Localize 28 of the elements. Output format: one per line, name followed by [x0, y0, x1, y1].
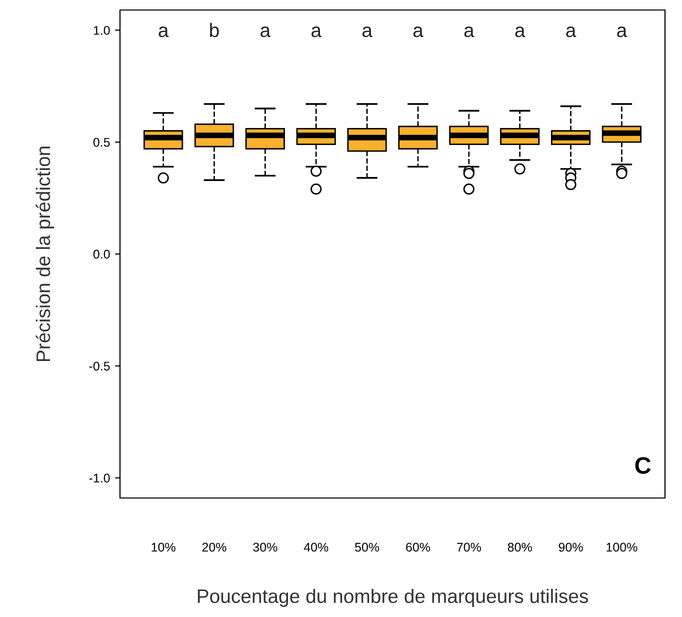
annotation: a — [515, 26, 526, 38]
y-tick-label: -0.5 — [89, 362, 110, 371]
annotation: a — [566, 26, 576, 38]
annotation: a — [617, 26, 628, 38]
annotation: a — [312, 26, 322, 38]
y-axis-title: Précision de la prédiction — [36, 146, 54, 362]
x-tick-label: 10% — [152, 542, 176, 552]
x-tick-label: 20% — [202, 542, 226, 552]
annotation: a — [464, 26, 474, 38]
x-tick-label: 40% — [304, 542, 328, 552]
x-tick-label: 70% — [457, 542, 481, 552]
y-tick-label: 0.5 — [93, 138, 110, 147]
y-tick-label: 0.0 — [93, 250, 110, 259]
x-tick-label: 60% — [406, 542, 430, 552]
annotation: b — [210, 22, 219, 38]
y-tick-label: 1.0 — [94, 26, 110, 35]
annotation: C — [635, 457, 651, 474]
x-tick-label: 100% — [606, 542, 638, 552]
y-tick-label: -1.0 — [89, 474, 110, 483]
annotation: a — [362, 26, 372, 38]
x-axis-title: Poucentage du nombre de marqueurs utilises — [198, 588, 588, 607]
annotation: a — [413, 26, 424, 38]
x-tick-label: 30% — [253, 542, 278, 552]
x-tick-label: 90% — [558, 542, 583, 552]
annotation: a — [260, 26, 271, 38]
x-tick-label: 80% — [508, 542, 532, 552]
annotation: a — [158, 26, 169, 38]
x-tick-label: 50% — [355, 542, 380, 552]
